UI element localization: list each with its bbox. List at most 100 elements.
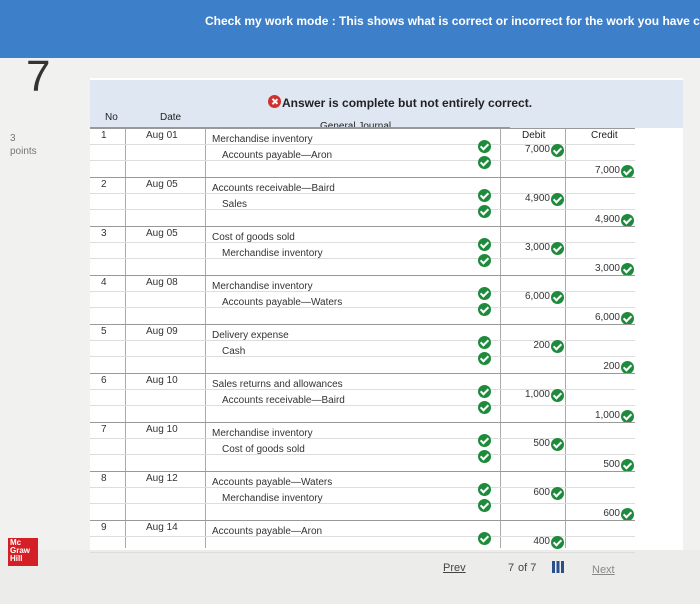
debit-amount: 600	[533, 487, 550, 498]
check-icon	[478, 140, 491, 153]
debit-account: Cost of goods sold	[212, 232, 295, 243]
row-line	[90, 193, 635, 194]
row-line	[90, 258, 635, 259]
entry-date: Aug 09	[146, 326, 178, 337]
entry-number: 5	[101, 326, 107, 337]
check-icon	[478, 450, 491, 463]
entry-date: Aug 05	[146, 228, 178, 239]
row-line	[90, 438, 635, 439]
check-icon	[478, 254, 491, 267]
check-icon	[478, 189, 491, 202]
prev-button[interactable]: Prev	[443, 562, 466, 574]
check-icon	[478, 205, 491, 218]
grid-icon[interactable]	[552, 561, 564, 573]
check-icon	[551, 389, 564, 402]
credit-amount: 200	[603, 361, 620, 372]
entry-number: 4	[101, 277, 107, 288]
check-icon	[621, 508, 634, 521]
header-line	[90, 127, 510, 128]
check-icon	[478, 499, 491, 512]
debit-account: Accounts receivable—Baird	[212, 183, 335, 194]
row-line	[90, 454, 635, 455]
debit-amount: 200	[533, 340, 550, 351]
debit-amount: 400	[533, 536, 550, 547]
check-icon	[478, 287, 491, 300]
credit-account: Cash	[222, 346, 246, 357]
entry-date: Aug 10	[146, 424, 178, 435]
debit-amount: 1,000	[524, 389, 550, 400]
row-line	[90, 160, 635, 161]
row-line	[90, 373, 635, 374]
question-number: 7	[26, 52, 51, 101]
row-line	[90, 144, 635, 145]
check-icon	[478, 434, 491, 447]
column-header: Debit	[522, 130, 546, 141]
check-icon	[621, 263, 634, 276]
credit-account: Cost of goods sold	[222, 444, 305, 455]
footer	[0, 550, 700, 604]
credit-amount: 1,000	[594, 410, 620, 421]
entry-number: 1	[101, 130, 107, 141]
credit-account: Merchandise inventory	[222, 493, 323, 504]
row-line	[90, 324, 635, 325]
row-line	[90, 552, 635, 553]
check-icon	[478, 532, 491, 545]
check-icon	[551, 340, 564, 353]
next-button[interactable]: Next	[592, 564, 615, 576]
check-icon	[551, 487, 564, 500]
check-icon	[478, 352, 491, 365]
row-line	[90, 307, 635, 308]
check-icon	[478, 483, 491, 496]
entry-number: 7	[101, 424, 107, 435]
column-line	[205, 128, 206, 548]
banner-text: Check my work mode : This shows what is …	[205, 14, 700, 28]
logo-line: Graw	[10, 546, 31, 555]
credit-amount: 500	[603, 459, 620, 470]
logo: Mc Graw Hill	[8, 538, 38, 566]
row-line	[90, 471, 635, 472]
entry-date: Aug 05	[146, 179, 178, 190]
debit-amount: 500	[533, 438, 550, 449]
check-icon	[621, 361, 634, 374]
check-icon	[551, 242, 564, 255]
column-header: Date	[160, 112, 182, 123]
column-header: No	[105, 112, 118, 123]
row-line	[90, 389, 635, 390]
credit-account: Sales	[222, 199, 248, 210]
points: 3 points	[10, 132, 37, 158]
points-label: points	[10, 146, 37, 157]
entry-date: Aug 10	[146, 375, 178, 386]
banner	[0, 0, 700, 58]
credit-amount: 7,000	[594, 165, 620, 176]
credit-account: Accounts payable—Waters	[222, 297, 343, 308]
credit-amount: 3,000	[594, 263, 620, 274]
row-line	[90, 536, 635, 537]
message-bar	[90, 80, 683, 128]
entry-date: Aug 08	[146, 277, 178, 288]
entry-date: Aug 01	[146, 130, 178, 141]
entry-number: 8	[101, 473, 107, 484]
check-icon	[478, 401, 491, 414]
credit-account: Merchandise inventory	[222, 248, 323, 259]
check-icon	[478, 385, 491, 398]
column-line	[500, 128, 501, 548]
column-header: Credit	[591, 130, 618, 141]
row-line	[90, 520, 635, 521]
debit-amount: 6,000	[524, 291, 550, 302]
row-line	[90, 340, 635, 341]
row-line	[90, 503, 635, 504]
check-icon	[621, 214, 634, 227]
credit-account: Accounts receivable—Baird	[222, 395, 345, 406]
entry-number: 9	[101, 522, 107, 533]
entry-number: 3	[101, 228, 107, 239]
check-icon	[478, 156, 491, 169]
logo-line: Hill	[10, 554, 23, 563]
row-line	[90, 209, 635, 210]
row-line	[90, 177, 635, 178]
debit-amount: 7,000	[524, 144, 550, 155]
logo-line: Mc	[10, 538, 22, 547]
entry-date: Aug 14	[146, 522, 178, 533]
points-value: 3	[10, 133, 16, 144]
check-icon	[621, 312, 634, 325]
